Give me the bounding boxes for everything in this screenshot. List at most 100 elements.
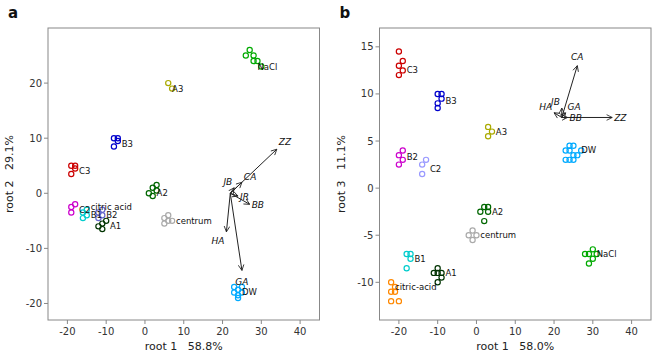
x-tick-label: 30 <box>586 326 599 337</box>
y-tick-label: 10 <box>29 133 42 144</box>
point <box>247 47 252 52</box>
point <box>396 299 401 304</box>
point <box>590 247 595 252</box>
y-tick-label: 0 <box>367 183 373 194</box>
x-tick-label: 40 <box>625 326 638 337</box>
figure: -20-10010203040-20-1001020root 1 58.8%ro… <box>0 0 663 360</box>
x-tick <box>300 320 301 324</box>
point <box>69 171 74 176</box>
y-tick <box>376 188 380 189</box>
x-tick <box>515 320 516 324</box>
y-tick <box>44 248 48 249</box>
point <box>466 233 471 238</box>
x-axis-label: root 1 58.0% <box>476 340 554 353</box>
point <box>396 72 401 77</box>
arrow <box>561 108 562 117</box>
group-label: B1 <box>414 254 425 264</box>
x-tick <box>398 320 399 324</box>
arrow-label: ZZ <box>613 113 627 123</box>
y-tick-label: -10 <box>357 277 373 288</box>
point <box>420 171 425 176</box>
y-tick <box>44 83 48 84</box>
group-label: DW <box>581 145 597 155</box>
point <box>400 157 405 162</box>
point <box>69 210 74 215</box>
arrow-label: GA <box>568 102 581 112</box>
group-label: A1 <box>445 268 456 278</box>
y-tick <box>376 235 380 236</box>
point <box>396 63 401 68</box>
point <box>439 275 444 280</box>
arrow-label: HA <box>212 236 225 246</box>
x-tick-label: 30 <box>255 326 268 337</box>
point <box>96 224 101 229</box>
x-tick-label: 0 <box>142 326 148 337</box>
point <box>154 182 159 187</box>
point <box>567 157 572 162</box>
panel-title: a <box>8 4 18 22</box>
point <box>408 251 413 256</box>
group-label: B3 <box>122 139 133 149</box>
group-label: NaCl <box>257 62 277 72</box>
arrow-label: GA <box>235 277 248 287</box>
x-tick-label: -20 <box>59 326 75 337</box>
labels: C3B3A3B2C2A2centrumB1A1citric-acidNaClDW… <box>395 52 627 292</box>
point <box>73 163 78 168</box>
background <box>0 0 663 360</box>
point <box>146 191 151 196</box>
x-tick <box>631 320 632 324</box>
point <box>482 218 487 223</box>
arrow <box>230 149 277 193</box>
point <box>166 80 171 85</box>
x-tick <box>183 320 184 324</box>
x-tick-label: -20 <box>391 326 407 337</box>
y-tick-label: 0 <box>36 188 42 199</box>
group-label: centrum <box>480 230 516 240</box>
group-label: C2 <box>430 164 441 174</box>
group-label: centrum <box>176 216 212 226</box>
plot-frame <box>380 28 652 320</box>
arrow-label: ZZ <box>278 137 292 147</box>
point <box>470 228 475 233</box>
x-tick <box>144 320 145 324</box>
point <box>243 53 248 58</box>
group-label: A3 <box>172 84 183 94</box>
x-tick-label: 10 <box>177 326 190 337</box>
group-label: B2 <box>407 152 418 162</box>
point <box>251 53 256 58</box>
point <box>435 101 440 106</box>
y-tick-label: 20 <box>29 78 42 89</box>
y-tick <box>44 138 48 139</box>
arrow-label: BB <box>252 200 264 210</box>
point <box>486 204 491 209</box>
point <box>396 153 401 158</box>
point <box>420 162 425 167</box>
point <box>404 266 409 271</box>
group-label: NaCl <box>597 249 617 259</box>
group-label: A3 <box>496 127 507 137</box>
x-tick-label: 0 <box>473 326 479 337</box>
point <box>73 202 78 207</box>
point <box>111 144 116 149</box>
point <box>486 134 491 139</box>
point <box>435 270 440 275</box>
panel: -20-10010203040-20-1001020root 1 58.8%ro… <box>3 4 320 353</box>
y-tick <box>44 303 48 304</box>
point <box>389 289 394 294</box>
x-tick-label: 10 <box>509 326 522 337</box>
arrow-label: CA <box>571 52 583 62</box>
x-tick <box>476 320 477 324</box>
group-label: C3 <box>79 166 90 176</box>
group-label: A2 <box>157 188 168 198</box>
point <box>400 148 405 153</box>
arrow <box>230 193 242 270</box>
panel: -20-10010203040-10-5051015root 1 58.0%ro… <box>335 4 652 353</box>
group-label: C3 <box>407 65 418 75</box>
y-tick-label: -20 <box>26 298 42 309</box>
point <box>170 218 175 223</box>
point <box>166 213 171 218</box>
panel-title: b <box>340 4 351 22</box>
y-tick-label: 15 <box>361 41 374 52</box>
x-tick <box>222 320 223 324</box>
point <box>400 58 405 63</box>
